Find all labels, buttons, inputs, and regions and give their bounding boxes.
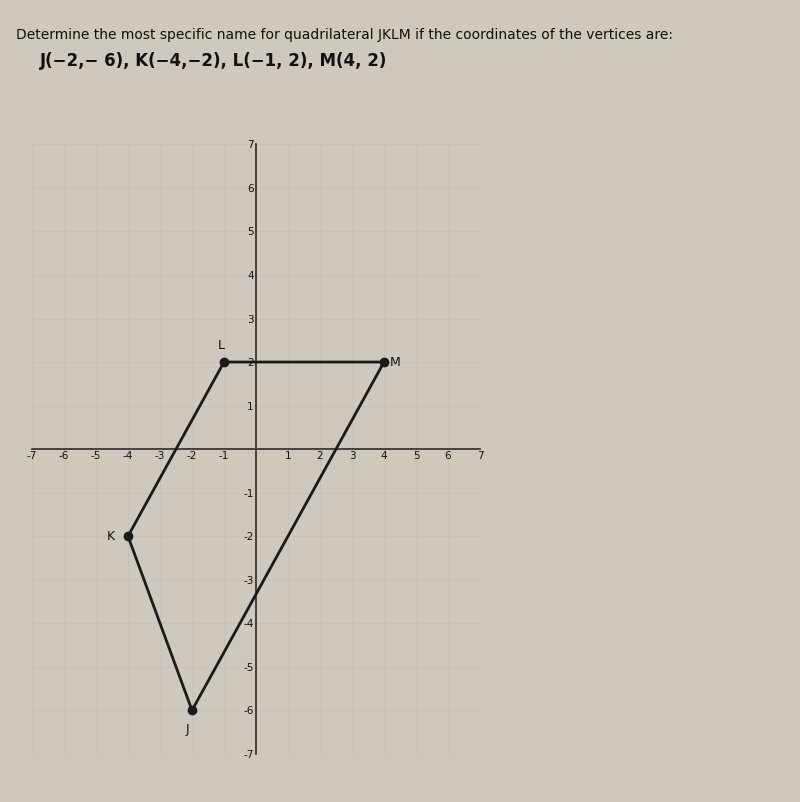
Text: J(−2,− 6), K(−4,−2), L(−1, 2), M(4, 2): J(−2,− 6), K(−4,−2), L(−1, 2), M(4, 2) (40, 52, 387, 70)
Text: L: L (218, 339, 224, 352)
Text: K: K (106, 529, 114, 543)
Text: J: J (186, 723, 189, 736)
Text: Determine the most specific name for quadrilateral JKLM if the coordinates of th: Determine the most specific name for qua… (16, 28, 673, 42)
Text: M: M (390, 355, 401, 369)
